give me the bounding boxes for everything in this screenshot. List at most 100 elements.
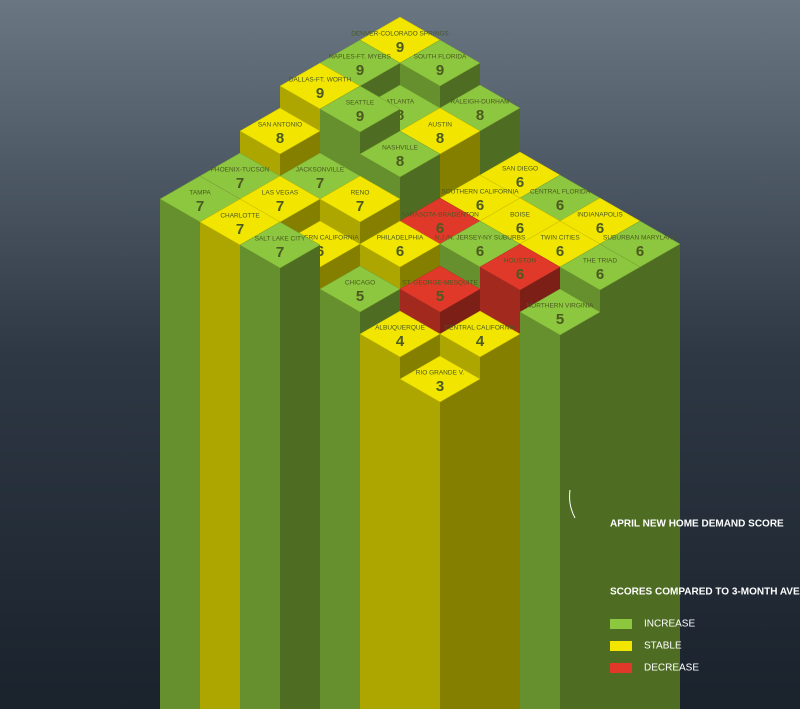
block-top [519,288,601,336]
market-score: 5 [436,288,444,305]
market-score: 9 [316,85,324,102]
market-name: SOUTHERN CALIFORNIA [441,189,519,196]
market-name: SARASOTA-BRADENTON [401,212,479,219]
market-score: 8 [476,107,484,124]
market-name: ALBUQUERQUE [375,325,426,332]
market-score: 8 [436,130,444,147]
market-score: 6 [596,266,604,283]
block-right [440,379,480,709]
legend: INCREASE STABLE DECREASE [610,619,699,674]
market-score: 6 [516,266,524,283]
market-score: 7 [276,198,284,215]
market-score: 5 [556,311,564,328]
block-top [319,265,401,313]
block-right [480,334,520,709]
block-left [160,199,200,709]
legend-swatch [610,619,632,629]
block-right [600,267,640,709]
market-score: 6 [556,243,564,260]
market-score: 6 [476,243,484,260]
market-score: 7 [316,175,324,192]
annotation-arrow [569,489,576,519]
market-score: 6 [596,220,604,237]
market-score: 6 [396,243,404,260]
block-left [360,334,400,709]
market-score: 7 [196,198,204,215]
block-left [200,222,240,709]
market-name: TWIN CITIES [540,235,580,242]
market-name: CHICAGO [345,280,375,287]
market-score: 6 [516,174,524,191]
market-name: N.J./N. JERSEY-NY SUBURBS [435,235,526,242]
market-score: 3 [436,378,444,395]
block-top [319,175,401,223]
market-score: 9 [356,62,364,79]
block-top [439,310,521,358]
block-left [320,289,360,709]
legend-label: STABLE [644,641,682,652]
block-top [239,221,321,269]
market-name: SAN DIEGO [502,166,538,173]
market-name: RIO GRANDE V. [416,370,465,377]
market-score: 9 [436,62,444,79]
block-top [559,243,641,291]
block-top [399,265,481,313]
block-top [359,130,441,178]
block-top [479,243,561,291]
market-name: ST. GEORGE-MESQUITE [402,280,479,287]
market-name: ATLANTA [386,99,415,106]
block-top [239,107,321,155]
market-score: 7 [236,175,244,192]
block-top [359,220,441,268]
market-block: RIO GRANDE V.3 [399,355,481,709]
market-score: 4 [476,333,485,350]
block-left [240,245,280,709]
block-right [560,312,600,709]
market-score: 6 [636,243,644,260]
block-left [400,379,440,709]
market-score: 6 [516,220,524,237]
legend-swatch [610,663,632,673]
legend-label: DECREASE [644,663,699,674]
market-name: PHILADELPHIA [377,235,424,242]
market-name: THE TRIAD [583,258,617,265]
block-left [520,312,560,709]
market-name: BOISE [510,212,531,219]
market-name: NORTHERN VIRGINIA [526,303,594,310]
market-name: RALEIGH-DURHAM [450,99,509,106]
market-name: HOUSTON [504,258,537,265]
market-name: AUSTIN [428,122,452,129]
market-name: CENTRAL CALIFORNIA [445,325,517,332]
market-name: LAS VEGAS [262,190,299,197]
market-name: DALLAS-FT. WORTH [289,77,352,84]
block-right [280,245,320,709]
market-name: SUBURBAN MARYLAND [603,235,677,242]
market-name: SOUTH FLORIDA [414,54,467,61]
market-name: PHOENIX-TUCSON [211,167,270,174]
market-name: RENO [351,190,370,197]
market-name: JACKSONVILLE [296,167,345,174]
block-top [359,310,441,358]
market-score: 4 [396,333,405,350]
block-top [319,85,401,133]
market-name: NASHVILLE [382,145,418,152]
market-name: INDIANAPOLIS [577,212,623,219]
legend-title: SCORES COMPARED TO 3-MONTH AVERAGE [610,587,800,598]
market-score: 6 [476,197,484,214]
block-top [399,355,481,403]
market-score: 9 [356,108,364,125]
market-name: SEATTLE [346,100,375,107]
market-score: 8 [276,130,284,147]
market-score: 5 [356,288,364,305]
market-name: DENVER-COLORADO SPRINGS [351,31,449,38]
market-name: CHARLOTTE [220,213,260,220]
market-score: 8 [396,153,404,170]
market-name: NAPLES-FT. MYERS [329,54,391,61]
market-score: 7 [356,198,364,215]
legend-swatch [610,641,632,651]
market-name: SAN ANTONIO [258,122,302,129]
